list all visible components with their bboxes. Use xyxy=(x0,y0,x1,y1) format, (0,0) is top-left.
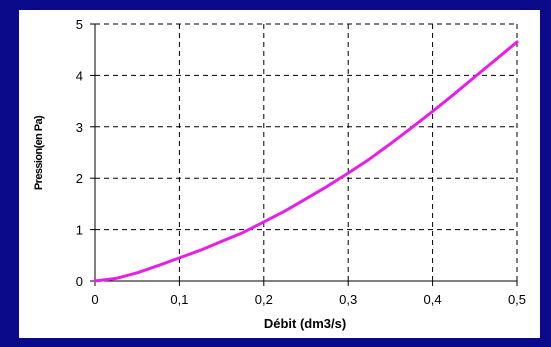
x-tick-label: 0 xyxy=(91,292,98,307)
y-tick-label: 5 xyxy=(76,17,83,32)
x-tick-label: 0,5 xyxy=(508,292,526,307)
x-tick-label: 0,4 xyxy=(424,292,442,307)
x-tick-label: 0,3 xyxy=(339,292,357,307)
x-axis-label: Débit (dm3/s) xyxy=(264,316,346,331)
y-ticks: 0 1 2 3 4 5 xyxy=(76,17,95,289)
y-tick-label: 2 xyxy=(76,171,83,186)
gridlines xyxy=(95,23,518,281)
y-tick-label: 1 xyxy=(76,223,83,238)
x-tick-label: 0,2 xyxy=(255,292,273,307)
y-axis-label: Pression(en Pa) xyxy=(33,115,45,190)
chart-panel xyxy=(19,10,540,338)
x-ticks: 0 0,1 0,2 0,3 0,4 0,5 xyxy=(91,281,526,307)
y-tick-label: 4 xyxy=(76,68,83,83)
y-tick-label: 3 xyxy=(76,120,83,135)
y-tick-label: 0 xyxy=(76,274,83,289)
x-tick-label: 0,1 xyxy=(170,292,188,307)
series-line xyxy=(93,40,519,283)
series-layer xyxy=(93,40,519,283)
